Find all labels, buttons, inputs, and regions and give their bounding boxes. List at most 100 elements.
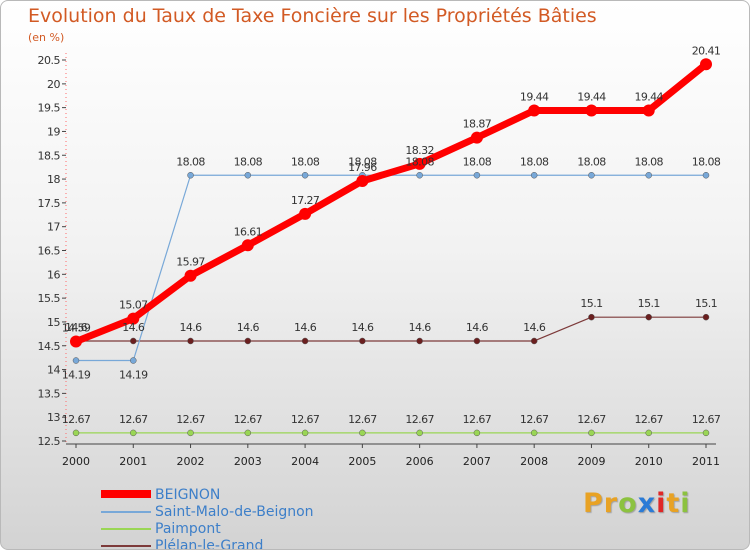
data-point xyxy=(473,429,481,437)
legend-label: Saint-Malo-de-Beignon xyxy=(155,504,314,520)
y-tick-label: 19 xyxy=(47,125,60,138)
data-label: 17.27 xyxy=(291,194,320,207)
x-tick-label: 2002 xyxy=(177,455,205,468)
x-tick-label: 2007 xyxy=(463,455,491,468)
data-point xyxy=(130,337,137,345)
data-point xyxy=(356,174,369,187)
data-point xyxy=(416,172,423,179)
data-point xyxy=(244,337,252,345)
data-label: 12.67 xyxy=(119,413,148,426)
logo-letter: o xyxy=(618,488,638,519)
data-point xyxy=(244,429,252,437)
data-label: 19.44 xyxy=(577,90,606,103)
data-point xyxy=(241,239,254,252)
data-label: 18.08 xyxy=(176,155,205,168)
data-point xyxy=(416,429,423,437)
data-point xyxy=(470,131,483,144)
data-label: 12.67 xyxy=(62,413,91,426)
data-label: 18.08 xyxy=(348,155,377,168)
y-tick-label: 19.5 xyxy=(38,102,61,115)
data-label: 19.44 xyxy=(634,90,663,103)
data-point xyxy=(645,172,652,179)
data-label: 18.08 xyxy=(634,155,663,168)
data-point xyxy=(359,429,366,437)
chart-title: Evolution du Taux de Taxe Foncière sur l… xyxy=(28,5,597,27)
series-line-saint-malo-de-beignon xyxy=(75,174,707,362)
data-point xyxy=(645,313,652,321)
y-tick-label: 18.5 xyxy=(38,149,61,162)
data-label: 15.07 xyxy=(119,299,148,312)
data-point xyxy=(413,157,426,170)
chart-series xyxy=(70,58,712,437)
data-point xyxy=(585,104,598,117)
y-tick-label: 14 xyxy=(47,364,60,377)
y-tick-label: 15 xyxy=(47,316,60,329)
data-label: 14.6 xyxy=(237,321,260,334)
data-label: 12.67 xyxy=(634,413,663,426)
data-label: 18.08 xyxy=(405,155,434,168)
data-label: 15.97 xyxy=(176,256,205,269)
data-label: 14.19 xyxy=(119,369,148,382)
data-label: 12.67 xyxy=(291,413,320,426)
data-label: 14.6 xyxy=(65,321,88,334)
proxiti-logo: Proxiti xyxy=(583,488,691,519)
data-point xyxy=(588,429,595,437)
data-label: 14.19 xyxy=(62,369,91,382)
data-point xyxy=(127,312,140,325)
x-tick-label: 2004 xyxy=(291,455,319,468)
legend-swatch-paimpont xyxy=(101,528,151,530)
data-label: 18.08 xyxy=(577,155,606,168)
logo-letter: i xyxy=(680,488,691,519)
y-tick-label: 14.5 xyxy=(38,340,61,353)
data-point xyxy=(187,429,194,437)
data-label: 17.96 xyxy=(348,161,377,174)
data-point xyxy=(702,313,710,321)
data-label: 14.6 xyxy=(294,321,317,334)
data-point xyxy=(244,172,252,179)
data-label: 19.44 xyxy=(520,90,549,103)
data-label: 12.67 xyxy=(577,413,606,426)
data-point xyxy=(530,429,538,437)
data-point xyxy=(301,337,309,345)
data-label: 14.6 xyxy=(523,321,546,334)
x-tick-label: 2010 xyxy=(635,455,663,468)
y-tick-label: 20.5 xyxy=(38,54,61,67)
data-point xyxy=(187,337,194,345)
data-label: 15.1 xyxy=(580,297,602,310)
data-label: 18.08 xyxy=(291,155,320,168)
data-point xyxy=(588,313,595,321)
data-label: 14.6 xyxy=(122,321,145,334)
logo-letter: r xyxy=(603,488,619,519)
data-label: 14.6 xyxy=(351,321,374,334)
legend-label: Paimpont xyxy=(155,521,221,537)
data-label: 14.6 xyxy=(466,321,489,334)
y-tick-label: 13 xyxy=(47,411,60,424)
data-point xyxy=(588,172,595,179)
data-point xyxy=(130,429,137,437)
data-point xyxy=(299,207,312,220)
logo-letter: P xyxy=(583,488,604,519)
data-point xyxy=(184,269,197,282)
data-label: 18.08 xyxy=(520,155,549,168)
data-label: 12.67 xyxy=(520,413,549,426)
x-tick-label: 2009 xyxy=(577,455,605,468)
data-label: 16.61 xyxy=(234,225,263,238)
data-point xyxy=(530,172,538,179)
data-point xyxy=(528,104,541,117)
data-label: 12.67 xyxy=(692,413,721,426)
data-point xyxy=(702,429,710,437)
data-point xyxy=(642,104,655,117)
data-label: 18.08 xyxy=(234,155,263,168)
logo-letter: t xyxy=(666,488,681,519)
x-tick-label: 2003 xyxy=(234,455,262,468)
data-label: 20.41 xyxy=(692,44,721,57)
chart-axes: 12.5 13 13.5 14 14.5 15 15.5 16 16.5 17 17.5 18 18.5… xyxy=(38,53,720,468)
data-point xyxy=(72,429,80,437)
legend-label: BEIGNON xyxy=(155,487,221,503)
data-point xyxy=(473,337,481,345)
data-point xyxy=(301,172,309,179)
data-point xyxy=(645,429,652,437)
data-label: 12.67 xyxy=(176,413,205,426)
